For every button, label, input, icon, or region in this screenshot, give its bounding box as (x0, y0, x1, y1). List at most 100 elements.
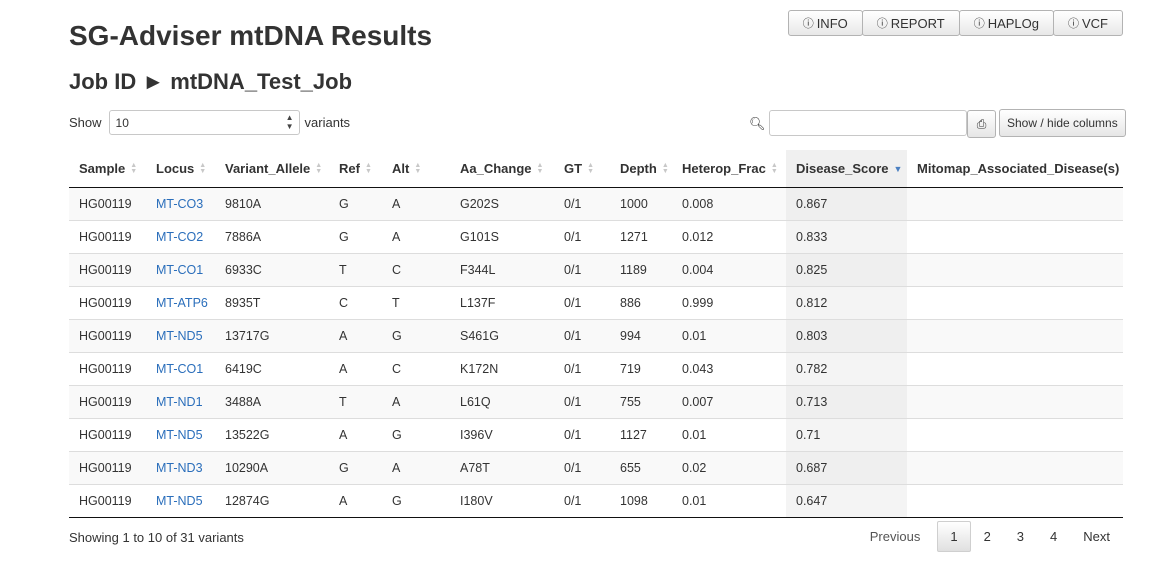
table-cell: HG00119 (69, 385, 146, 419)
page-4-button[interactable]: 4 (1050, 529, 1058, 544)
table-cell: 0.867 (786, 187, 907, 221)
next-page-button[interactable]: Next (1083, 529, 1110, 544)
table-cell: 0.999 (672, 286, 786, 320)
table-cell (907, 286, 1123, 320)
report-button[interactable]: ⓘ REPORT (861, 10, 960, 36)
column-header-mitomap-associated-disease-s[interactable]: Mitomap_Associated_Disease(s) (907, 150, 1123, 188)
column-header-heterop-frac[interactable]: Heterop_Frac ▲ ▼ (672, 150, 786, 188)
table-info: Showing 1 to 10 of 31 variants (69, 530, 244, 545)
table-cell: 7886A (215, 220, 329, 254)
sort-both-icon: ▲ ▼ (587, 162, 594, 176)
locus-link[interactable]: MT-CO2 (156, 229, 204, 244)
info-circle-icon: ⓘ (802, 18, 814, 30)
table-cell: 6419C (215, 352, 329, 386)
column-header-alt[interactable]: Alt ▲ ▼ (382, 150, 450, 188)
table-cell: 886 (610, 286, 672, 320)
locus-link[interactable]: MT-ND5 (156, 328, 203, 343)
table-cell: 0/1 (554, 484, 610, 518)
column-header-depth[interactable]: Depth ▲ ▼ (610, 150, 672, 188)
table-cell: A (329, 418, 382, 452)
table-cell: 13717G (215, 319, 329, 353)
table-cell: 0.647 (786, 484, 907, 518)
search-icon: 🔍︎ (749, 116, 766, 131)
table-cell: C (329, 286, 382, 320)
column-header-ref[interactable]: Ref ▲ ▼ (329, 150, 382, 188)
locus-link[interactable]: MT-CO3 (156, 196, 204, 211)
table-cell: I180V (450, 484, 554, 518)
table-cell: 0.02 (672, 451, 786, 485)
table-cell: A (382, 220, 450, 254)
column-header-label: Aa_Change (460, 160, 532, 176)
table-cell: 13522G (215, 418, 329, 452)
table-cell (907, 187, 1123, 221)
search-input[interactable] (769, 110, 967, 136)
table-cell: MT-ND3 (146, 451, 215, 485)
info-circle-icon: ⓘ (1068, 18, 1079, 30)
sort-desc-icon: ▼ (893, 164, 903, 175)
table-cell (907, 352, 1123, 386)
haplog-button[interactable]: ⓘ HAPLOg (958, 10, 1054, 36)
table-cell: 0.71 (786, 418, 907, 452)
table-row: HG00119 MT-ND5 12874G A G I180V 0/1 1098 0.01 0.6… (69, 484, 1123, 518)
page-length-select[interactable]: 10 ▲ ▼ (108, 110, 300, 135)
table-cell: 0/1 (554, 187, 610, 221)
locus-link[interactable]: MT-ATP6 (156, 295, 208, 310)
info-circle-icon: ⓘ (973, 18, 985, 30)
table-cell: F344L (450, 253, 554, 287)
column-header-aa-change[interactable]: Aa_Change ▲ ▼ (450, 150, 554, 188)
locus-link[interactable]: MT-CO1 (156, 262, 204, 277)
table-cell (907, 253, 1123, 287)
table-cell: HG00119 (69, 451, 146, 485)
locus-link[interactable]: MT-ND3 (156, 460, 203, 475)
variants-label: variants (304, 115, 351, 130)
table-cell: MT-CO2 (146, 220, 215, 254)
page-title: SG-Adviser mtDNA Results (69, 20, 433, 51)
table-cell: T (329, 385, 382, 419)
table-cell: 10290A (215, 451, 329, 485)
table-cell: 0/1 (554, 220, 610, 254)
printer-icon: ⎙ (976, 116, 987, 131)
locus-link[interactable]: MT-CO1 (156, 361, 204, 376)
previous-page-button[interactable]: Previous (869, 529, 921, 544)
column-header-label: Disease_Score (796, 160, 889, 176)
table-cell: 0.803 (786, 319, 907, 353)
table-cell: L137F (450, 286, 554, 320)
column-header-locus[interactable]: Locus ▲ ▼ (146, 150, 215, 188)
show-hide-columns-button[interactable]: Show / hide columns (999, 109, 1126, 137)
column-header-label: Locus (156, 160, 195, 176)
top-button-label: VCF (1082, 15, 1108, 31)
table-cell: 719 (610, 352, 672, 386)
table-cell: T (329, 253, 382, 287)
locus-link[interactable]: MT-ND1 (156, 394, 203, 409)
column-header-disease-score[interactable]: Disease_Score ▼ (786, 150, 907, 188)
column-header-variant-allele[interactable]: Variant_Allele ▲ ▼ (215, 150, 329, 188)
table-cell: 0/1 (554, 352, 610, 386)
table-cell: MT-CO1 (146, 253, 215, 287)
sort-both-icon: ▲ ▼ (661, 162, 669, 176)
table-cell: 0/1 (554, 286, 610, 320)
table-cell: MT-ND1 (146, 385, 215, 419)
table-cell: 0/1 (554, 319, 610, 353)
table-cell: 0.713 (786, 385, 907, 419)
info-button[interactable]: ⓘ INFO (787, 10, 863, 36)
job-label: Job ID (69, 69, 137, 94)
column-header-gt[interactable]: GT ▲ ▼ (554, 150, 610, 188)
table-cell: HG00119 (69, 352, 146, 386)
variants-table: Sample ▲ ▼ Locus ▲ ▼ Variant_Allele ▲ ▼ Ref ▲ ▼ Alt ▲… (69, 150, 1123, 518)
table-cell: HG00119 (69, 253, 146, 287)
page-2-button[interactable]: 2 (983, 529, 991, 544)
sort-both-icon: ▲ ▼ (536, 162, 544, 176)
table-row: HG00119 MT-CO1 6933C T C F344L 0/1 1189 0.004 0.8… (69, 253, 1123, 287)
sort-both-icon: ▲ ▼ (414, 162, 422, 176)
column-header-sample[interactable]: Sample ▲ ▼ (69, 150, 146, 188)
print-button[interactable]: ⎙ (967, 110, 996, 138)
locus-link[interactable]: MT-ND5 (156, 493, 203, 508)
page-1-button[interactable]: 1 (937, 521, 971, 552)
vcf-button[interactable]: ⓘ VCF (1053, 10, 1123, 36)
page-3-button[interactable]: 3 (1016, 529, 1025, 544)
locus-link[interactable]: MT-ND5 (156, 427, 203, 442)
table-row: HG00119 MT-CO3 9810A G A G202S 0/1 1000 0.008 0.8… (69, 187, 1123, 221)
table-cell: MT-ATP6 (146, 286, 215, 320)
table-cell: 755 (610, 385, 672, 419)
table-cell: 6933C (215, 253, 329, 287)
